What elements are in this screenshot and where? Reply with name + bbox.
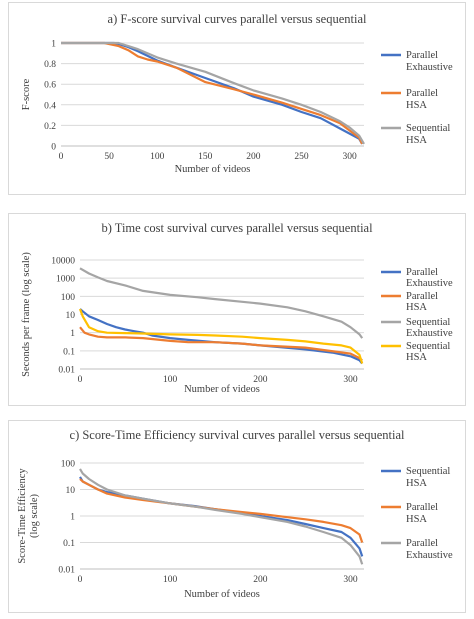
y-tick-label: 0.6: [44, 81, 56, 91]
legend-label: Parallel: [406, 538, 438, 549]
y-tick-label: 1: [70, 329, 75, 339]
x-axis-label: Number of videos: [184, 589, 260, 600]
x-tick-label: 200: [253, 575, 268, 585]
y-axis-label: Score-Time Efficiency: [17, 468, 28, 564]
y-axis-label: Seconds per frame (log scale): [21, 252, 32, 377]
y-tick-label: 0.4: [44, 101, 56, 111]
y-tick-label: 0.8: [44, 60, 56, 70]
series-line: [79, 468, 364, 565]
y-tick-label: 1000: [56, 275, 75, 285]
legend-label: Exhaustive: [406, 328, 453, 339]
legend-label: HSA: [406, 302, 427, 313]
legend-label: Parallel: [406, 50, 438, 61]
x-tick-label: 200: [246, 152, 261, 162]
y-tick-label: 0.01: [58, 566, 75, 576]
x-tick-label: 100: [163, 375, 178, 385]
x-tick-label: 300: [342, 152, 357, 162]
legend-label: Parallel: [406, 88, 438, 99]
y-tick-label: 10: [66, 486, 76, 496]
y-axis-label: (log scale): [29, 493, 40, 538]
y-tick-label: 1: [70, 513, 75, 523]
legend-label: Parallel: [406, 267, 438, 278]
y-tick-label: 0: [51, 143, 56, 153]
series-line: [79, 267, 364, 339]
y-tick-label: 0.1: [63, 347, 75, 357]
y-tick-label: 100: [61, 293, 76, 303]
y-tick-label: 10000: [51, 257, 75, 267]
legend-label: Exhaustive: [406, 62, 453, 73]
legend-label: Parallel: [406, 291, 438, 302]
x-tick-label: 200: [253, 375, 268, 385]
chart-panel-efficiency: c) Score-Time Efficiency survival curves…: [8, 420, 466, 613]
chart-title: b) Time cost survival curves parallel ve…: [101, 221, 373, 235]
efficiency-chart: c) Score-Time Efficiency survival curves…: [17, 428, 453, 600]
chart-panel-fscore: a) F-score survival curves parallel vers…: [8, 2, 466, 195]
legend-label: Sequential: [406, 123, 450, 134]
legend-label: Exhaustive: [406, 278, 453, 289]
x-tick-label: 0: [78, 575, 83, 585]
x-tick-label: 300: [343, 575, 358, 585]
x-tick-label: 100: [150, 152, 165, 162]
chart-title: a) F-score survival curves parallel vers…: [108, 12, 367, 26]
x-tick-label: 50: [104, 152, 114, 162]
y-tick-label: 1: [51, 40, 56, 50]
legend-label: Sequential: [406, 317, 450, 328]
y-tick-label: 0.2: [44, 122, 56, 132]
legend-label: HSA: [406, 135, 427, 146]
legend-label: Sequential: [406, 341, 450, 352]
series-line: [79, 326, 363, 362]
series-line: [61, 41, 365, 145]
y-tick-label: 10: [66, 311, 76, 321]
chart-panel-timecost: b) Time cost survival curves parallel ve…: [8, 213, 466, 406]
legend-label: HSA: [406, 352, 427, 363]
x-tick-label: 250: [294, 152, 309, 162]
y-axis-label: F-score: [21, 78, 32, 110]
series-line: [61, 41, 364, 145]
x-axis-label: Number of videos: [184, 384, 260, 395]
timecost-chart: b) Time cost survival curves parallel ve…: [21, 221, 453, 395]
legend-label: Exhaustive: [406, 550, 453, 561]
legend-label: HSA: [406, 514, 427, 525]
y-tick-label: 0.01: [58, 366, 75, 376]
fscore-chart: a) F-score survival curves parallel vers…: [21, 12, 453, 175]
x-tick-label: 0: [78, 375, 83, 385]
legend-label: HSA: [406, 478, 427, 489]
x-tick-label: 0: [59, 152, 64, 162]
series-line: [61, 41, 364, 145]
x-tick-label: 300: [343, 375, 358, 385]
y-tick-label: 100: [61, 460, 76, 470]
y-tick-label: 0.1: [63, 539, 75, 549]
x-axis-label: Number of videos: [175, 164, 251, 175]
series-line: [79, 476, 364, 557]
x-tick-label: 150: [198, 152, 213, 162]
series-line: [78, 308, 364, 364]
x-tick-label: 100: [163, 575, 178, 585]
legend-label: Sequential: [406, 466, 450, 477]
chart-title: c) Score-Time Efficiency survival curves…: [70, 428, 405, 442]
legend-label: Parallel: [406, 502, 438, 513]
series-line: [79, 308, 364, 365]
legend-label: HSA: [406, 100, 427, 111]
